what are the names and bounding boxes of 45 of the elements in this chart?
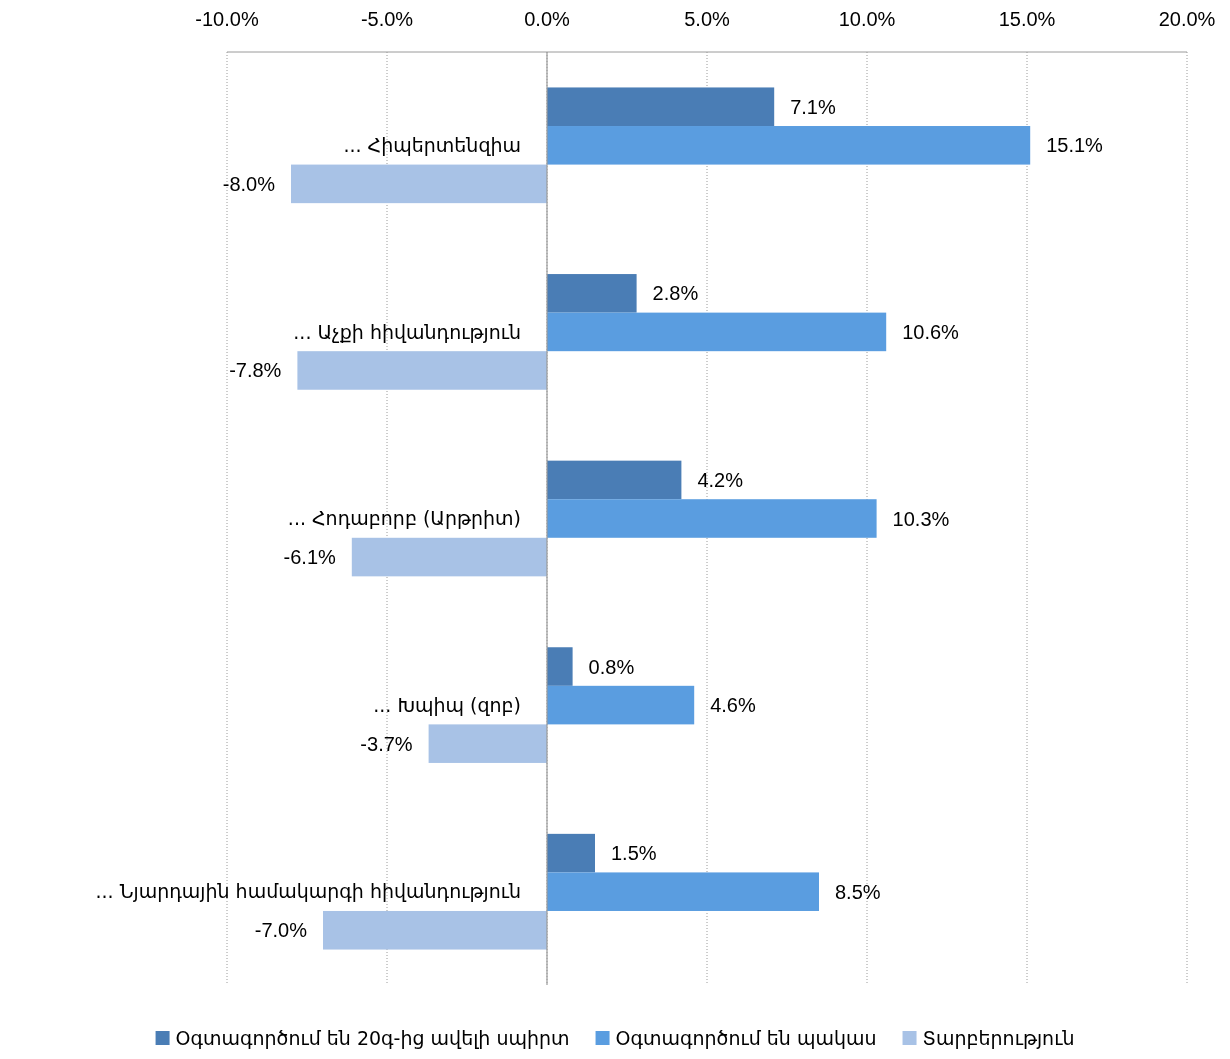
y-tick-label: ... Նյարդային համակարգի հիվանդություն (95, 880, 521, 903)
data-label: 15.1% (1046, 134, 1104, 157)
y-tick-label: ... Հոդաբորբ (Արթրիտ) (287, 507, 521, 530)
bar (547, 499, 877, 538)
data-label: 1.5% (611, 842, 657, 865)
bar (547, 126, 1031, 165)
x-tick-label: 20.0% (1158, 8, 1216, 30)
data-label: -3.7% (360, 732, 413, 755)
bar (547, 312, 887, 352)
bar (547, 872, 819, 911)
data-label: 10.6% (902, 320, 960, 343)
data-label: 4.2% (697, 468, 744, 491)
data-label: 8.5% (835, 880, 881, 903)
bar (291, 164, 547, 204)
bar (547, 833, 595, 873)
bar (547, 685, 695, 725)
data-label: 0.8% (588, 655, 635, 678)
data-label: -7.0% (254, 919, 308, 942)
data-label: 10.3% (892, 507, 950, 530)
legend-label: Օգտագործում են 20գ-ից ավելի սպիրտ (175, 1026, 570, 1049)
x-tick-label: 0.0% (524, 8, 571, 30)
bar (547, 274, 637, 313)
y-tick-label: ... Աչքի հիվանդություն (293, 320, 521, 343)
y-tick-label: ... Խպիպ (զոբ) (373, 693, 521, 716)
bar (351, 537, 547, 577)
data-label: -6.1% (283, 546, 337, 569)
data-label: -7.8% (229, 359, 282, 382)
y-tick-label: ... Հիպերտենզիա (343, 133, 521, 156)
data-label: 2.8% (652, 282, 699, 305)
data-label: -8.0% (222, 172, 276, 195)
x-tick-label: 10.0% (838, 8, 896, 30)
data-label: 7.1% (790, 95, 836, 118)
legend-label: Օգտագործում են պակաս (615, 1026, 877, 1049)
x-tick-label: -5.0% (360, 8, 414, 30)
x-tick-label: 5.0% (684, 8, 731, 30)
bar (547, 460, 682, 500)
bar (547, 647, 573, 686)
bar (297, 351, 547, 390)
x-tick-label: -10.0% (195, 8, 259, 30)
legend-label: Տարբերություն (922, 1026, 1075, 1049)
data-label: 4.6% (710, 694, 756, 717)
bar (428, 724, 547, 763)
bar (547, 87, 775, 127)
x-tick-label: 15.0% (998, 8, 1056, 30)
bar (323, 910, 547, 950)
